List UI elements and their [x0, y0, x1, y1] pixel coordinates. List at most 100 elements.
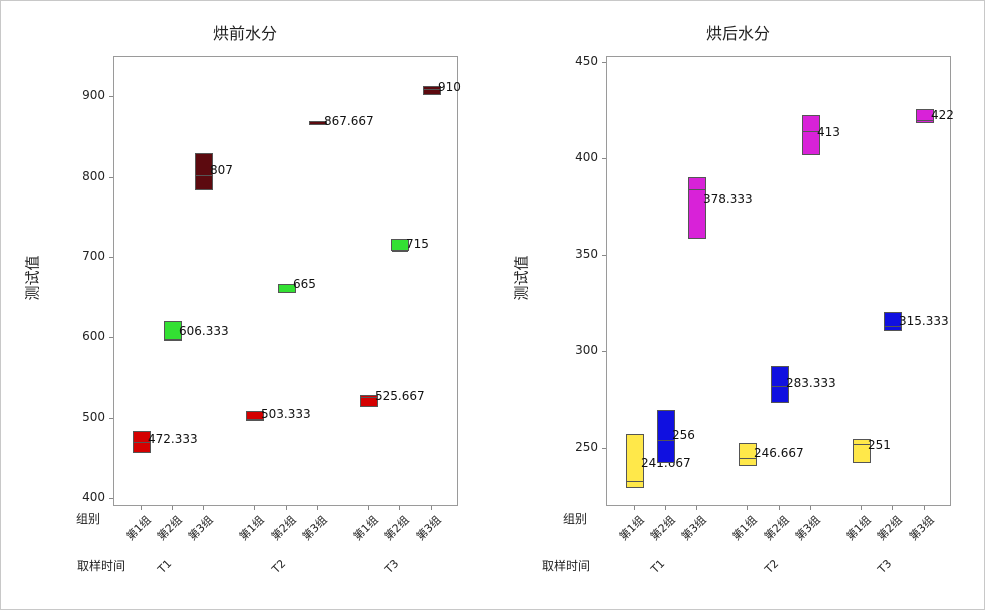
x-time-label: T2	[762, 557, 782, 576]
plot-area: 241.667 256 378.333 246.667 283.333 413 251 315…	[606, 56, 954, 506]
mean-value-label: 807	[210, 162, 233, 177]
median-line	[627, 480, 643, 482]
box-T3-1	[360, 394, 378, 408]
x-group-label: 第2组	[761, 513, 792, 544]
median-line	[424, 89, 440, 91]
y-tick-label: 250	[575, 440, 598, 455]
box-T1-1	[626, 433, 644, 488]
x-tick-mark	[286, 506, 287, 510]
box-T1-3	[195, 152, 213, 191]
x-row-label-time: 取样时间	[541, 559, 590, 573]
y-tick-label: 450	[575, 53, 598, 68]
x-group-label: 第1组	[236, 513, 267, 544]
box-T3-2	[391, 239, 409, 252]
x-time-label: T3	[382, 557, 402, 576]
x-tick-mark	[892, 506, 893, 510]
y-tick-mark	[602, 61, 606, 63]
mean-value-label: 665	[293, 277, 316, 292]
y-tick-label: 500	[82, 409, 105, 424]
x-group-label: 第1组	[350, 513, 381, 544]
y-tick-label: 400	[575, 150, 598, 165]
y-tick-mark	[602, 158, 606, 160]
mean-value-label: 246.667	[754, 446, 804, 461]
x-time-label: T2	[269, 557, 289, 576]
mean-value-label: 256	[672, 428, 695, 443]
median-line	[134, 442, 150, 444]
x-tick-mark	[317, 506, 318, 510]
x-time-label: T1	[648, 557, 668, 576]
box-T1-2	[657, 410, 675, 463]
x-group-label: 第3组	[792, 513, 823, 544]
box-T2-2	[771, 366, 789, 403]
mean-value-label: 503.333	[261, 406, 311, 421]
mean-value-label: 283.333	[786, 375, 836, 390]
chart-title: 烘前水分	[212, 24, 277, 43]
chart-title: 烘后水分	[705, 24, 770, 43]
x-group-label: 第2组	[647, 513, 678, 544]
y-tick-mark	[109, 176, 113, 178]
y-tick-label: 600	[82, 329, 105, 344]
median-line	[689, 189, 705, 191]
x-group-label: 第3组	[413, 513, 444, 544]
box-T2-1	[246, 410, 264, 421]
median-line	[740, 457, 756, 459]
x-group-label: 第2组	[268, 513, 299, 544]
x-group-label: 第3组	[678, 513, 709, 544]
median-line	[310, 123, 326, 125]
x-group-label: 第2组	[154, 513, 185, 544]
x-tick-mark	[431, 506, 432, 510]
x-tick-mark	[399, 506, 400, 510]
mean-value-label: 378.333	[703, 192, 753, 207]
x-tick-mark	[172, 506, 173, 510]
x-tick-mark	[747, 506, 748, 510]
median-line	[803, 131, 819, 133]
y-tick-mark	[602, 448, 606, 450]
box-T3-1	[853, 439, 871, 463]
median-line	[885, 326, 901, 328]
mean-value-label: 910	[438, 80, 461, 95]
median-line	[247, 418, 263, 420]
y-tick-label: 350	[575, 246, 598, 261]
x-tick-mark	[779, 506, 780, 510]
mean-value-label: 241.667	[641, 456, 691, 471]
box-T2-3	[309, 121, 327, 126]
chart-panel-before-drying: 烘前水分 测试值 组别 取样时间 472.333 606.333 807 503.33…	[0, 0, 490, 610]
box-T2-3	[802, 114, 820, 156]
median-line	[854, 444, 870, 446]
x-tick-mark	[861, 506, 862, 510]
median-line	[165, 339, 181, 341]
x-tick-mark	[368, 506, 369, 510]
y-tick-mark	[602, 351, 606, 353]
x-tick-mark	[924, 506, 925, 510]
y-tick-label: 700	[82, 248, 105, 263]
median-line	[361, 397, 377, 399]
x-tick-mark	[696, 506, 697, 510]
x-row-label-group: 组别	[75, 512, 100, 526]
x-group-label: 第1组	[616, 513, 647, 544]
x-tick-mark	[254, 506, 255, 510]
y-tick-mark	[602, 254, 606, 256]
x-group-label: 第3组	[185, 513, 216, 544]
x-time-label: T1	[155, 557, 175, 576]
y-tick-mark	[109, 337, 113, 339]
mean-value-label: 867.667	[324, 114, 374, 129]
plot-area: 472.333 606.333 807 503.333 665 867.667 525.66…	[113, 56, 461, 506]
box-T1-3	[688, 176, 706, 239]
mean-value-label: 422	[931, 107, 954, 122]
y-tick-label: 400	[82, 489, 105, 504]
box-T3-2	[884, 311, 902, 332]
median-line	[917, 119, 933, 121]
x-group-label: 第3组	[906, 513, 937, 544]
y-axis-label: 测试值	[23, 255, 42, 301]
mean-value-label: 251	[868, 438, 891, 453]
median-line	[658, 440, 674, 442]
box-T3-3	[916, 109, 934, 123]
y-tick-mark	[109, 417, 113, 419]
box-T1-1	[133, 431, 151, 454]
x-group-label: 第3组	[299, 513, 330, 544]
y-tick-mark	[109, 497, 113, 499]
box-T2-1	[739, 443, 757, 467]
y-tick-mark	[109, 96, 113, 98]
median-line	[279, 291, 295, 293]
box-T3-3	[423, 85, 441, 95]
